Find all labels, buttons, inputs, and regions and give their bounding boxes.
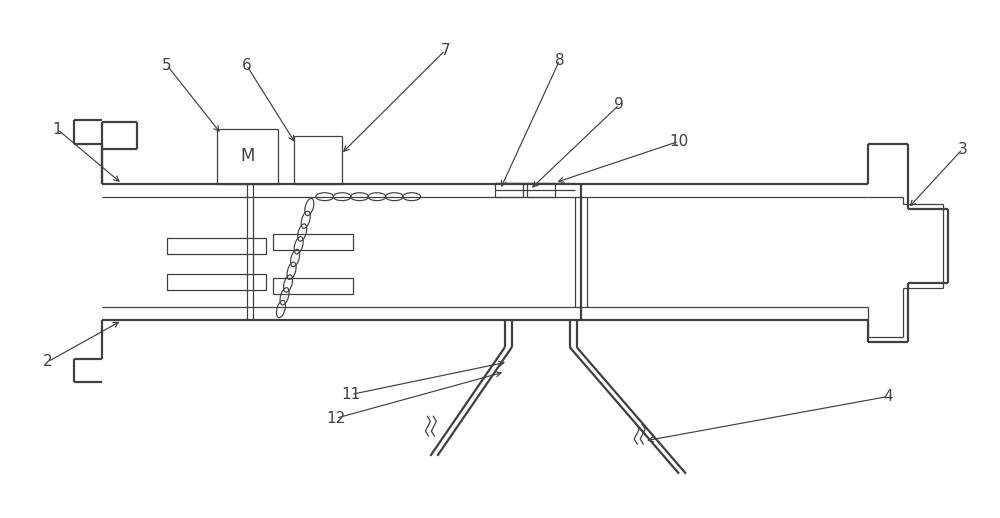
Bar bbox=[217, 130, 278, 184]
Bar bbox=[167, 274, 266, 290]
Text: 10: 10 bbox=[669, 134, 689, 149]
Bar bbox=[527, 183, 555, 197]
Bar bbox=[495, 183, 523, 197]
Text: 4: 4 bbox=[883, 389, 893, 404]
Text: 8: 8 bbox=[555, 53, 564, 68]
Text: 1: 1 bbox=[53, 122, 62, 137]
Bar bbox=[294, 136, 342, 184]
Text: 11: 11 bbox=[341, 387, 360, 402]
Text: 2: 2 bbox=[43, 354, 52, 369]
Text: M: M bbox=[240, 147, 255, 165]
Text: 12: 12 bbox=[326, 411, 346, 426]
Text: 6: 6 bbox=[242, 57, 251, 73]
Bar bbox=[167, 238, 266, 254]
Bar bbox=[273, 234, 353, 250]
Text: 3: 3 bbox=[958, 142, 967, 156]
Text: 7: 7 bbox=[440, 43, 450, 58]
Text: 9: 9 bbox=[614, 97, 624, 112]
Bar bbox=[273, 278, 353, 294]
Text: 5: 5 bbox=[162, 57, 172, 73]
